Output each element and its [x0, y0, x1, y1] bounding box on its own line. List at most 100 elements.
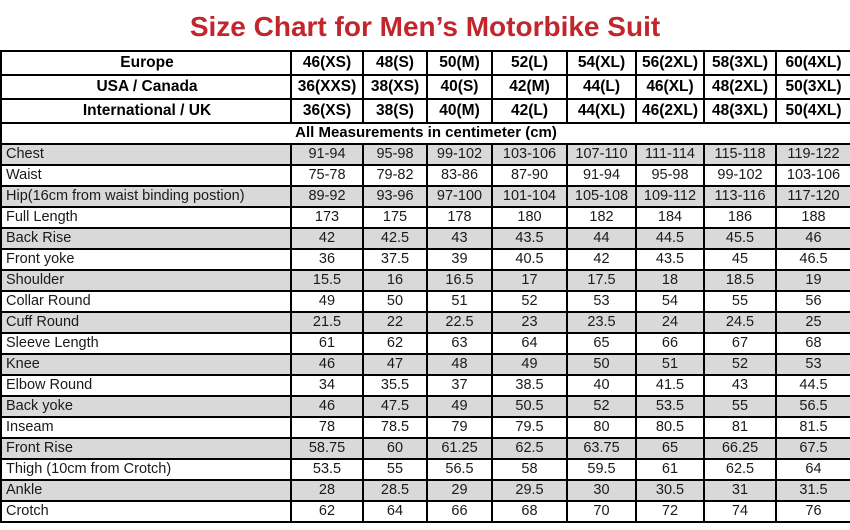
measurement-value-cell: 43.5 [635, 248, 705, 271]
measurement-value-cell: 35.5 [362, 374, 428, 397]
measurement-value-cell: 58 [491, 458, 568, 481]
measurement-row: Back Rise 42 42.5 43 43.5 44 44.5 45.5 46 [0, 227, 850, 250]
measurement-value-cell: 65 [635, 437, 705, 460]
measurement-row: Ankle 28 28.5 29 29.5 30 30.5 31 31.5 [0, 479, 850, 502]
measurement-value-cell: 186 [703, 206, 777, 229]
measurement-value-cell: 99-102 [703, 164, 777, 187]
measurement-value-cell: 23 [491, 311, 568, 334]
measurement-label: Cuff Round [0, 311, 292, 334]
measurement-value-cell: 43 [426, 227, 493, 250]
measurement-value-cell: 50.5 [491, 395, 568, 418]
measurement-value-cell: 64 [491, 332, 568, 355]
measurement-value-cell: 62.5 [491, 437, 568, 460]
measurement-value-cell: 44 [566, 227, 637, 250]
measurement-value-cell: 175 [362, 206, 428, 229]
size-cell: 50(M) [426, 50, 493, 76]
measurement-value-cell: 111-114 [635, 143, 705, 166]
measurement-row: Knee 46 47 48 49 50 51 52 53 [0, 353, 850, 376]
measurement-value-cell: 30 [566, 479, 637, 502]
measurement-value-cell: 53.5 [290, 458, 364, 481]
measurement-value-cell: 23.5 [566, 311, 637, 334]
measurement-label: Back Rise [0, 227, 292, 250]
measurement-row: Inseam 78 78.5 79 79.5 80 80.5 81 81.5 [0, 416, 850, 439]
measurement-row: Back yoke 46 47.5 49 50.5 52 53.5 55 56.5 [0, 395, 850, 418]
measurement-value-cell: 81 [703, 416, 777, 439]
measurement-value-cell: 119-122 [775, 143, 850, 166]
page-title: Size Chart for Men’s Motorbike Suit [189, 11, 661, 42]
measurement-value-cell: 74 [703, 500, 777, 523]
measurement-value-cell: 47.5 [362, 395, 428, 418]
measurement-value-cell: 75-78 [290, 164, 364, 187]
measurement-label: Crotch [0, 500, 292, 523]
size-cell: 46(XS) [290, 50, 364, 76]
measurement-value-cell: 67 [703, 332, 777, 355]
measurement-value-cell: 61 [290, 332, 364, 355]
measurement-value-cell: 60 [362, 437, 428, 460]
size-cell: 44(XL) [566, 98, 637, 124]
size-cell: 42(L) [491, 98, 568, 124]
measurement-value-cell: 180 [491, 206, 568, 229]
measurement-value-cell: 18.5 [703, 269, 777, 292]
measurement-value-cell: 72 [635, 500, 705, 523]
measurement-value-cell: 56.5 [775, 395, 850, 418]
measurement-value-cell: 95-98 [362, 143, 428, 166]
size-header-row: International / UK 36(XS) 38(S) 40(M) 42(L) 4… [0, 98, 850, 124]
measurement-value-cell: 55 [703, 395, 777, 418]
measurement-value-cell: 80.5 [635, 416, 705, 439]
measurement-label: Hip(16cm from waist binding postion) [0, 185, 292, 208]
measurement-value-cell: 17.5 [566, 269, 637, 292]
measurement-label: Ankle [0, 479, 292, 502]
measurement-value-cell: 42 [290, 227, 364, 250]
measurement-value-cell: 44.5 [635, 227, 705, 250]
measurement-label: Full Length [0, 206, 292, 229]
measurement-value-cell: 107-110 [566, 143, 637, 166]
measurement-value-cell: 40.5 [491, 248, 568, 271]
measurement-value-cell: 22 [362, 311, 428, 334]
measurement-value-cell: 19 [775, 269, 850, 292]
measurement-row: Full Length 173 175 178 180 182 184 186 188 [0, 206, 850, 229]
measurement-value-cell: 65 [566, 332, 637, 355]
measurement-value-cell: 79.5 [491, 416, 568, 439]
size-cell: 50(4XL) [775, 98, 850, 124]
measurement-value-cell: 59.5 [566, 458, 637, 481]
measurement-value-cell: 24.5 [703, 311, 777, 334]
measurement-value-cell: 105-108 [566, 185, 637, 208]
size-cell: 38(XS) [362, 74, 428, 100]
measurement-row: Front Rise 58.75 60 61.25 62.5 63.75 65 66.25 67… [0, 437, 850, 460]
measurement-value-cell: 53 [566, 290, 637, 313]
measurement-value-cell: 28.5 [362, 479, 428, 502]
size-cell: 36(XXS) [290, 74, 364, 100]
measurement-value-cell: 80 [566, 416, 637, 439]
measurement-label: Thigh (10cm from Crotch) [0, 458, 292, 481]
measurement-value-cell: 68 [491, 500, 568, 523]
size-header-row: USA / Canada 36(XXS) 38(XS) 40(S) 42(M) 44(L)… [0, 74, 850, 100]
measurement-value-cell: 51 [635, 353, 705, 376]
measurement-row: Chest 91-94 95-98 99-102 103-106 107-110 111-1… [0, 143, 850, 166]
measurement-value-cell: 89-92 [290, 185, 364, 208]
size-cell: 46(XL) [635, 74, 705, 100]
measurement-value-cell: 50 [362, 290, 428, 313]
measurement-value-cell: 45 [703, 248, 777, 271]
measurement-value-cell: 64 [775, 458, 850, 481]
measurement-value-cell: 37.5 [362, 248, 428, 271]
measurement-value-cell: 41.5 [635, 374, 705, 397]
measurement-value-cell: 173 [290, 206, 364, 229]
size-cell: 40(M) [426, 98, 493, 124]
measurement-value-cell: 16.5 [426, 269, 493, 292]
measurement-value-cell: 46.5 [775, 248, 850, 271]
size-chart-table: Europe 46(XS) 48(S) 50(M) 52(L) 54(XL) 56(2XL)… [0, 50, 850, 523]
size-cell: 46(2XL) [635, 98, 705, 124]
measurement-value-cell: 184 [635, 206, 705, 229]
measurement-value-cell: 36 [290, 248, 364, 271]
measurement-value-cell: 103-106 [775, 164, 850, 187]
size-chart-body: Europe 46(XS) 48(S) 50(M) 52(L) 54(XL) 56(2XL)… [0, 50, 850, 523]
measurement-value-cell: 34 [290, 374, 364, 397]
measurement-value-cell: 99-102 [426, 143, 493, 166]
measurement-value-cell: 87-90 [491, 164, 568, 187]
measurement-value-cell: 46 [775, 227, 850, 250]
measurement-value-cell: 40 [566, 374, 637, 397]
measurement-value-cell: 66.25 [703, 437, 777, 460]
measurement-row: Shoulder 15.5 16 16.5 17 17.5 18 18.5 19 [0, 269, 850, 292]
measurement-value-cell: 31.5 [775, 479, 850, 502]
